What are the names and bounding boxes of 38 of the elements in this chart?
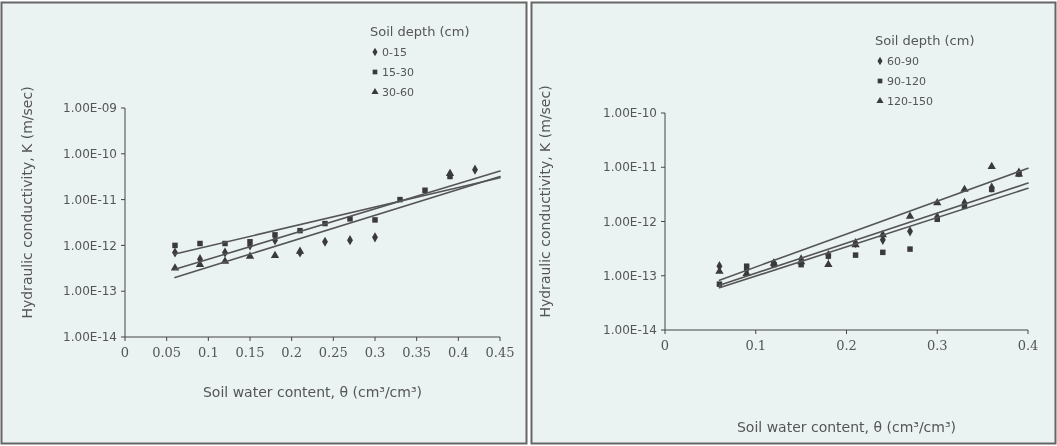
- y-tick-label: 1.00E-11: [603, 160, 657, 175]
- legend-label: 90-120: [887, 75, 926, 88]
- x-tick-label: 0.4: [1017, 338, 1039, 353]
- x-tick-label: 0.35: [402, 345, 432, 360]
- legend-label: 60-90: [887, 55, 919, 68]
- y-tick-label: 1.00E-13: [63, 284, 117, 299]
- legend-title: Soil depth (cm): [370, 24, 470, 39]
- x-tick-label: 0: [660, 338, 670, 353]
- x-tick-label: 0.3: [364, 345, 386, 360]
- y-tick-label: 1.00E-11: [63, 192, 117, 207]
- x-tick-label: 0.4: [447, 345, 469, 360]
- x-tick-label: 0.15: [235, 345, 265, 360]
- x-tick-label: 0.2: [281, 345, 303, 360]
- x-tick-label: 0.45: [485, 345, 515, 360]
- y-tick-label: 1.00E-10: [63, 147, 117, 161]
- legend-title: Soil depth (cm): [875, 33, 975, 48]
- y-tick-label: 1.00E-14: [63, 330, 117, 345]
- x-tick-label: 0.1: [745, 338, 767, 353]
- x-tick-label: 0.1: [197, 345, 219, 360]
- y-tick-label: 1.00E-14: [603, 323, 657, 338]
- y-tick-label: 1.00E-13: [603, 268, 657, 283]
- x-tick-label: 0.25: [318, 345, 348, 360]
- x-tick-label: 0: [120, 345, 130, 360]
- x-tick-label: 0.2: [836, 338, 857, 353]
- y-tick-label: 1.00E-09: [63, 101, 117, 116]
- y-tick-label: 1.00E-12: [63, 238, 117, 253]
- y-axis-title: Hydraulic conductivity, K (m/sec): [537, 85, 553, 318]
- y-tick-label: 1.00E-10: [603, 106, 657, 121]
- x-tick-label: 0.05: [152, 345, 182, 360]
- y-tick-label: 1.00E-12: [603, 214, 657, 229]
- y-axis-title: Hydraulic conductivity, K (m/sec): [19, 86, 35, 319]
- legend-label: 15-30: [382, 66, 414, 79]
- x-axis-title: Soil water content, θ (cm³/cm³): [202, 384, 423, 400]
- x-axis-title: Soil water content, θ (cm³/cm³): [736, 419, 957, 435]
- x-tick-label: 0.3: [926, 338, 948, 353]
- legend-label: 120-150: [887, 95, 933, 108]
- legend-label: 0-15: [382, 46, 407, 59]
- legend-label: 30-60: [382, 86, 414, 99]
